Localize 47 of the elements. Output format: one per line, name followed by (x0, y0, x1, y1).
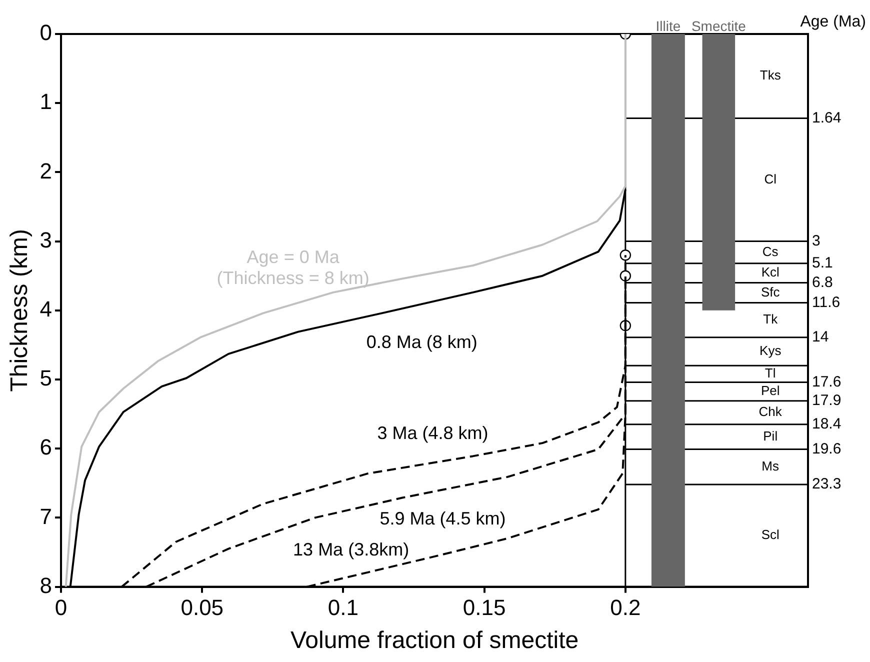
y-tick-label: 1 (40, 89, 52, 114)
text: 17.6 (812, 373, 842, 390)
annotation: Pel (760, 383, 780, 398)
annotation: Tk (763, 312, 778, 327)
text: 17.9 (812, 392, 842, 410)
x-tick-label: 0.15 (462, 595, 506, 620)
annotation: Pil (763, 428, 778, 444)
x-axis-title: Volume fraction of smectite (290, 627, 579, 654)
annotation: Ms (762, 458, 780, 474)
annotation: Chk (758, 404, 782, 420)
y-axis-title: Thickness (km) (6, 229, 34, 392)
series-label: Age = 0 Ma (Thickness = 8 km) (216, 246, 370, 288)
y-tick-label: 6 (40, 434, 52, 460)
series-label: 0.8 Ma (8 km) (366, 332, 478, 352)
text: 5.1 (812, 254, 833, 272)
x-tick-label: 0.05 (180, 595, 224, 620)
annotation: Tks (760, 68, 782, 83)
y-tick-label: 7 (40, 504, 52, 529)
text: 19.6 (812, 440, 842, 458)
series-label: 3 Ma (4.8 km) (377, 423, 488, 444)
y-tick-label: 8 (40, 572, 52, 598)
annotation: Cl (764, 171, 777, 186)
annotation: Cs (762, 244, 779, 259)
y-tick-label: 0 (40, 20, 52, 46)
series-label: 5.9 Ma (4.5 km) (380, 508, 506, 529)
annotation: Scl (761, 527, 780, 542)
text: 11.6 (812, 294, 840, 311)
annotation: Sfc (760, 284, 780, 300)
annotation: Tl (764, 366, 776, 381)
x-tick-label: 0.1 (328, 595, 359, 620)
text: 1.64 (812, 109, 842, 126)
text: 6.8 (812, 274, 833, 291)
y-tick-label: 3 (40, 227, 52, 252)
y-tick-label: 5 (40, 366, 52, 391)
annotation: Kys (760, 343, 782, 358)
series-label: Illite (656, 18, 681, 34)
y-tick-label: 2 (40, 158, 52, 184)
text: 14 (812, 328, 829, 346)
series-label: Smectite (691, 18, 746, 34)
text: 18.4 (812, 416, 842, 433)
text: Age (Ma) (800, 13, 866, 30)
annotation: Kcl (761, 264, 780, 280)
y-tick-label: 4 (40, 296, 52, 322)
text: 23.3 (812, 476, 842, 493)
series-label: 13 Ma (3.8km) (293, 539, 410, 560)
text: 3 (812, 232, 820, 250)
x-tick-label: 0.2 (610, 595, 641, 620)
